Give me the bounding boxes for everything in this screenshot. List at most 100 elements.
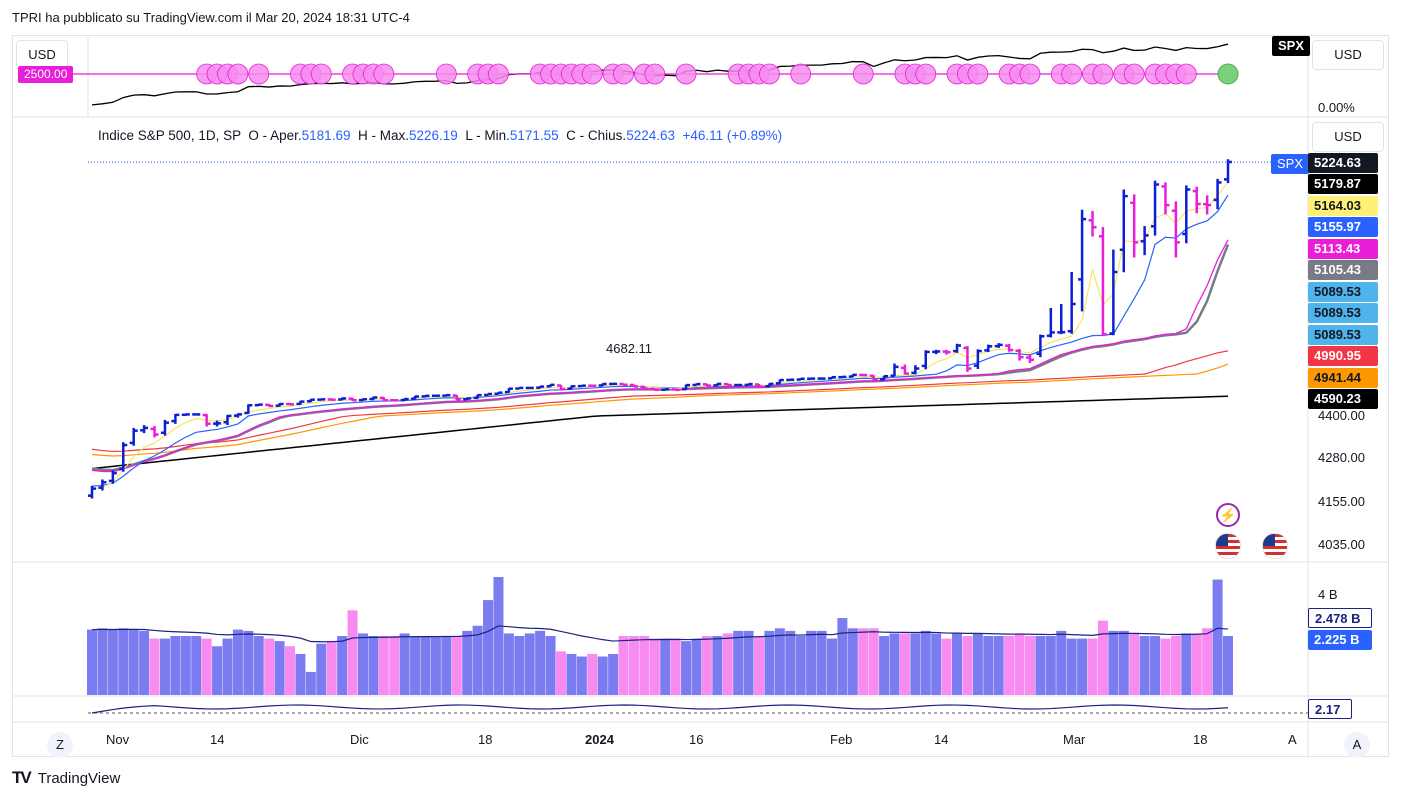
price-bar (629, 383, 638, 388)
ema20-line (91, 239, 1229, 473)
volume-bar (399, 633, 410, 695)
volume-bar (774, 628, 785, 695)
volume-bar (524, 633, 535, 695)
volume-bar (868, 628, 879, 695)
auto-scale-button[interactable]: A (1344, 732, 1370, 758)
price-tag: 4590.23 (1308, 389, 1378, 409)
price-bar (202, 413, 211, 427)
price-bar (713, 382, 722, 387)
price-bar (755, 383, 764, 388)
volume-bar (191, 636, 202, 695)
price-bar (838, 375, 847, 379)
price-bar (640, 385, 649, 391)
volume-bar (232, 629, 243, 695)
top-left-badge: 2500.00 (18, 66, 74, 83)
volume-bar (837, 618, 848, 695)
us-flag-icon[interactable] (1215, 533, 1241, 559)
volume-bar (993, 636, 1004, 695)
volume-bar (368, 636, 379, 695)
legend-high: 5226.19 (409, 128, 458, 143)
price-bar (609, 382, 618, 386)
volume-bar (1181, 633, 1192, 695)
signal-dot (644, 63, 666, 85)
price-bar (338, 397, 347, 401)
volume-bar (1066, 638, 1077, 695)
volume-bar (920, 630, 931, 695)
volume-bar (503, 633, 514, 695)
volume-bar (326, 641, 337, 695)
price-bar (734, 383, 743, 387)
time-tick-label: Nov (106, 732, 130, 747)
volume-bar (587, 653, 598, 695)
price-bar (817, 377, 826, 380)
price-bar (775, 378, 784, 385)
signal-dot (1061, 63, 1083, 85)
price-bar (358, 398, 367, 402)
price-bar (317, 398, 326, 401)
volume-bar (795, 636, 806, 695)
signal-dot (248, 63, 270, 85)
volume-bar (1223, 636, 1233, 695)
price-bar (702, 383, 711, 387)
price-bar (442, 393, 451, 397)
price-bar (598, 382, 607, 387)
time-tick-label: 18 (1193, 732, 1208, 747)
price-bar (921, 350, 930, 370)
volume-bar (899, 633, 910, 695)
volume-bar (483, 600, 494, 695)
volume-bar (535, 630, 546, 695)
price-bar (984, 344, 993, 353)
price-tick-label: 4400.00 (1318, 408, 1365, 423)
volume-ma-tag: 2.478 B (1308, 608, 1372, 628)
volume-bar (253, 636, 264, 695)
volume-bar (722, 633, 733, 695)
volume-bar (1118, 630, 1129, 695)
time-tick-label: Feb (830, 732, 853, 747)
low-annotation: 4682.11 (606, 341, 653, 356)
price-bar (181, 413, 190, 417)
signal-dot (790, 63, 812, 85)
price-bar (932, 349, 941, 355)
price-bar (911, 365, 920, 375)
volume-bar (826, 638, 837, 695)
volume-bar (1212, 579, 1223, 695)
volume-bar (1097, 620, 1108, 695)
price-bar (1036, 334, 1045, 358)
volume-bar (1077, 638, 1088, 695)
price-bar (1015, 349, 1024, 361)
volume-bar (618, 636, 629, 695)
volume-bar (555, 651, 566, 695)
us-flag-icon[interactable] (1262, 533, 1288, 559)
volume-axis-label: 4 B (1318, 587, 1338, 602)
lightning-icon[interactable]: ⚡ (1216, 503, 1240, 527)
price-bar (369, 396, 378, 401)
signal-dot (613, 63, 634, 85)
volume-bar (847, 628, 858, 695)
price-bar (1171, 201, 1180, 258)
signal-dot (488, 63, 509, 85)
price-bar (1098, 227, 1107, 337)
price-tag: 5179.87 (1308, 174, 1378, 194)
volume-bar (972, 633, 983, 695)
main-currency-button[interactable]: USD (1312, 122, 1384, 152)
top-currency-button[interactable]: USD (16, 40, 68, 70)
time-tick-label: 2024 (585, 732, 614, 747)
price-bar (692, 382, 701, 387)
price-tick-label: 4280.00 (1318, 450, 1365, 465)
time-tick-label: 16 (689, 732, 704, 747)
volume-bar (785, 630, 796, 695)
volume-bar (97, 628, 108, 695)
volume-bar (514, 636, 525, 695)
volume-bar (159, 638, 170, 695)
price-bar (98, 479, 107, 491)
volume-bar (264, 638, 275, 695)
ema50-line (91, 350, 1229, 453)
price-bar (515, 386, 524, 390)
price-bar (286, 402, 295, 406)
timezone-button[interactable]: Z (47, 732, 73, 758)
top-right-currency-button[interactable]: USD (1312, 40, 1384, 70)
price-bar (1151, 180, 1160, 236)
legend-close: 5224.63 (626, 128, 675, 143)
price-bar (827, 375, 836, 380)
